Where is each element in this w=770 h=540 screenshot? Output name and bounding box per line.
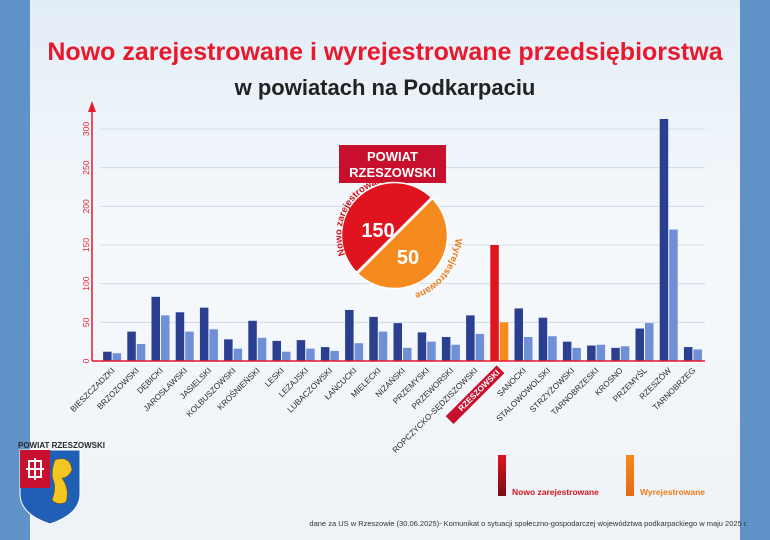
chart-subtitle: w powiatach na Podkarpaciu	[234, 75, 536, 100]
bar-registered	[466, 315, 475, 361]
bar-deregistered	[499, 322, 509, 361]
bar-deregistered	[330, 350, 339, 361]
bar-registered	[369, 316, 378, 361]
bar-registered	[683, 347, 693, 361]
bar-registered	[175, 312, 185, 361]
legend-swatch-deregistered	[626, 455, 634, 496]
legend: Nowo zarejestrowane Wyrejestrowane	[498, 455, 705, 497]
bar-registered	[538, 317, 548, 361]
x-tick-highlight-box	[445, 365, 505, 425]
y-tick-label: 300	[81, 122, 91, 136]
bar-registered	[103, 351, 112, 361]
bar-deregistered	[572, 347, 581, 361]
bar-deregistered	[185, 331, 194, 361]
legend-label-deregistered: Wyrejestrowane	[640, 487, 705, 497]
bar-deregistered	[524, 337, 533, 361]
highlight-box	[339, 145, 446, 183]
bar-deregistered	[112, 353, 122, 361]
bar-registered	[393, 323, 402, 361]
bar-deregistered	[282, 351, 291, 361]
x-tick-label: LESKI	[263, 366, 286, 389]
pie-deregistered-slice	[357, 198, 448, 289]
legend-swatch-registered	[498, 455, 506, 496]
y-tick-label: 200	[81, 199, 91, 213]
bar-registered	[635, 328, 644, 361]
x-tick-label: STRZYŻOWSKI	[527, 365, 576, 414]
bar-registered	[345, 309, 354, 361]
bar-deregistered	[475, 333, 485, 361]
bar-registered	[199, 307, 209, 361]
y-tick-label: 50	[81, 317, 91, 327]
x-tick-label: TARNOBRZEG	[651, 366, 697, 412]
coat-of-arms	[19, 449, 81, 525]
bar-registered	[441, 337, 451, 361]
bar-deregistered	[233, 348, 243, 361]
source-footnote: dane za US w Rzeszowie (30.06.2025)- Kom…	[309, 519, 748, 528]
bar-deregistered	[257, 337, 267, 361]
bar-deregistered	[136, 343, 146, 361]
bar-registered	[514, 308, 523, 361]
bar-deregistered	[403, 347, 412, 361]
bar-registered	[248, 320, 257, 361]
highlight-line2: RZESZOWSKI	[349, 165, 436, 180]
bar-deregistered	[669, 229, 678, 361]
y-tick-label: 0	[81, 358, 91, 363]
bar-deregistered	[209, 329, 218, 361]
crest-label: POWIAT RZESZOWSKI	[18, 441, 105, 450]
bar-deregistered	[427, 341, 436, 361]
bar-deregistered	[548, 336, 557, 361]
pie-deregistered-value: 50	[397, 247, 419, 269]
bar-deregistered	[451, 344, 460, 361]
highlight-pie: 150 50	[340, 181, 449, 290]
bar-registered	[127, 331, 136, 361]
bar-registered	[490, 245, 499, 361]
bar-registered	[320, 347, 330, 361]
bar-deregistered	[378, 331, 388, 361]
y-axis-arrow	[88, 101, 96, 112]
bar-registered	[587, 345, 596, 361]
bar-registered	[659, 118, 669, 362]
y-tick-label: 100	[81, 276, 91, 290]
pie-registered-slice	[341, 182, 432, 273]
bar-registered	[562, 341, 572, 361]
bar-deregistered	[645, 323, 654, 361]
bar-deregistered	[161, 315, 170, 361]
y-tick-label: 250	[81, 160, 91, 174]
bar-registered	[224, 339, 233, 361]
bar-registered	[272, 340, 281, 361]
bar-deregistered	[596, 344, 606, 361]
chart-title: Nowo zarejestrowane i wyrejestrowane prz…	[47, 38, 723, 66]
legend-label-registered: Nowo zarejestrowane	[512, 487, 599, 497]
bar-registered	[611, 347, 620, 361]
bar-deregistered	[354, 343, 364, 361]
highlight-line1: POWIAT	[367, 149, 418, 164]
bar-deregistered	[306, 348, 315, 361]
bar-registered	[296, 340, 306, 361]
y-tick-label: 150	[81, 238, 91, 252]
bar-deregistered	[620, 346, 630, 361]
bar-deregistered	[693, 349, 702, 361]
bar-registered	[417, 332, 427, 361]
pie-registered-value: 150	[361, 220, 394, 242]
bar-registered	[151, 296, 160, 361]
right-side-band	[740, 0, 770, 540]
highlight-callout: POWIAT RZESZOWSKI 150 50 Nowo zarejestro…	[333, 145, 464, 301]
